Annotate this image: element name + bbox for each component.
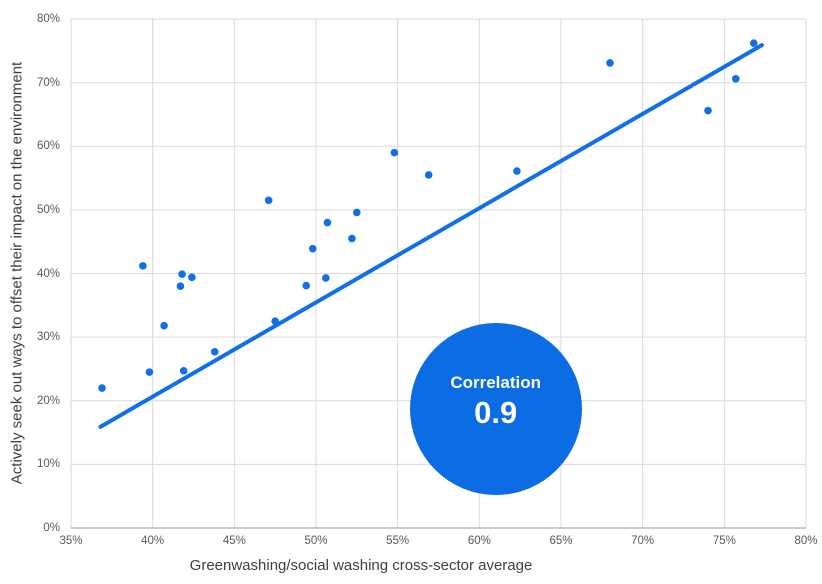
x-tick-label: 80%: [794, 535, 818, 547]
x-tick-label: 55%: [386, 535, 410, 547]
data-point: [424, 171, 433, 179]
data-point: [188, 273, 196, 282]
data-point: [264, 196, 273, 205]
data-point: [731, 75, 740, 83]
x-tick-label: 45%: [222, 535, 246, 547]
data-point: [210, 347, 219, 356]
y-tick-label: 80%: [36, 13, 60, 25]
data-point: [302, 281, 311, 290]
data-point: [176, 282, 185, 291]
data-point: [179, 367, 188, 375]
y-tick-label: 70%: [36, 76, 60, 89]
data-point: [160, 321, 168, 330]
data-point: [353, 208, 361, 217]
x-tick-label: 65%: [549, 535, 573, 547]
data-point: [271, 317, 279, 326]
data-point: [749, 39, 758, 47]
y-tick-label: 50%: [36, 203, 60, 216]
data-point: [348, 234, 356, 243]
data-point: [390, 148, 399, 157]
x-tick-label: 75%: [712, 535, 736, 547]
data-point: [513, 167, 521, 175]
correlation-value: 0.9: [474, 394, 518, 430]
y-tick-label: 10%: [36, 458, 60, 471]
data-point: [98, 384, 106, 392]
data-point: [606, 59, 614, 67]
data-point: [323, 218, 332, 227]
y-tick-label: 20%: [36, 394, 60, 407]
x-axis-title: Greenwashing/social washing cross-sector…: [189, 557, 533, 574]
x-tick-label: 60%: [467, 535, 491, 547]
x-tick-label: 35%: [59, 535, 83, 547]
correlation-bubble: Correlation 0.9: [409, 323, 582, 496]
correlation-label: Correlation: [450, 372, 541, 392]
y-tick-label: 0%: [43, 522, 60, 534]
data-point: [308, 244, 317, 253]
trend-line: [98, 43, 764, 429]
data-point: [145, 368, 154, 376]
data-point: [704, 106, 712, 115]
x-tick-label: 70%: [631, 535, 655, 547]
data-point: [139, 262, 147, 270]
data-point: [322, 274, 330, 282]
x-tick-label: 40%: [141, 535, 165, 547]
data-point: [178, 270, 186, 278]
x-tick-label: 50%: [304, 535, 328, 547]
y-tick-label: 60%: [36, 140, 60, 153]
y-tick-label: 30%: [36, 331, 60, 344]
y-tick-label: 40%: [36, 267, 60, 280]
